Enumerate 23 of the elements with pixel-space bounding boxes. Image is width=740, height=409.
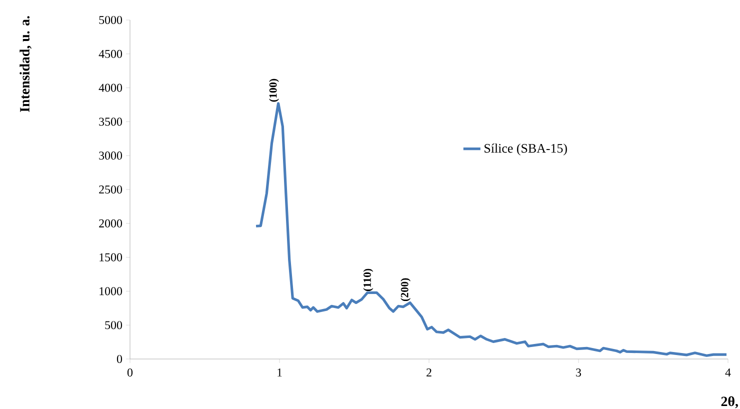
line-series — [254, 102, 728, 357]
y-tick-label: 1000 — [100, 287, 122, 296]
y-tick-label: 3000 — [99, 152, 122, 160]
x-tick-label: 2 — [426, 368, 432, 376]
x-axis-title: 2θ, — [721, 396, 738, 408]
y-tick-label: 4000 — [98, 84, 122, 92]
y-axis-title: Intensidad, u. a. — [20, 16, 32, 112]
x-tick-label: 3 — [576, 368, 582, 377]
y-tick-label: 2500 — [99, 185, 122, 194]
annotation: (200) — [400, 278, 411, 302]
y-tick-label: 0 — [116, 354, 122, 364]
x-tick-label: 0 — [127, 368, 133, 377]
annotation: (110) — [363, 268, 374, 292]
y-tick-label: 4500 — [98, 50, 122, 58]
y-tick-label: 1500 — [100, 253, 122, 262]
y-tick-label: 3500 — [99, 118, 122, 126]
annotation: (100) — [269, 78, 279, 102]
x-tick-label: 1 — [278, 368, 282, 376]
y-tick-label: 500 — [105, 321, 122, 330]
y-tick-label: 5000 — [99, 16, 122, 24]
y-tick-label: 2000 — [99, 219, 122, 228]
legend-label: Sílice (SBA-15) — [484, 144, 567, 156]
x-tick-label: 4 — [725, 368, 731, 376]
